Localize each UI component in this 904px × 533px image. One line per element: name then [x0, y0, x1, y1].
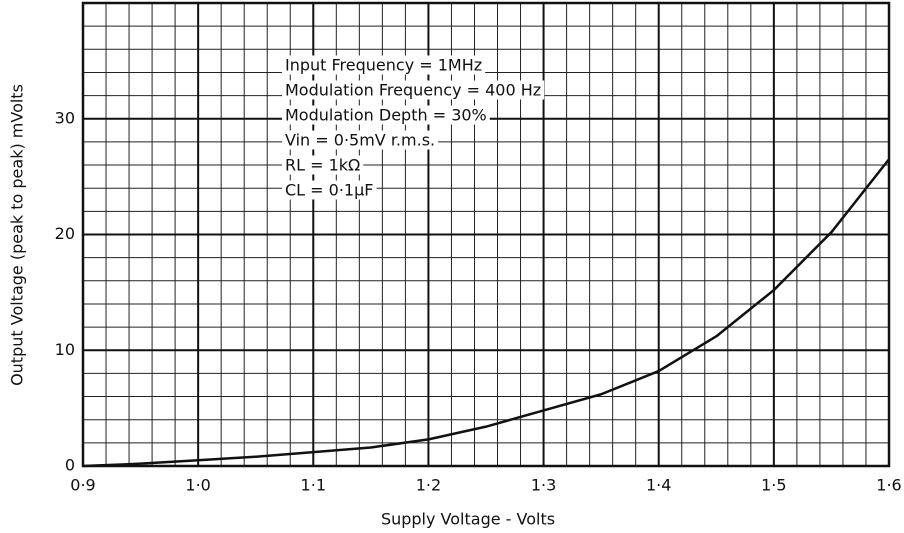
- annotation-background: [282, 55, 486, 75]
- x-tick-label: 1·4: [646, 476, 671, 495]
- annotation: Modulation Depth = 30%: [285, 106, 487, 125]
- x-tick-label: 1·5: [761, 476, 786, 495]
- annotation: Input Frequency = 1MHz: [285, 56, 482, 75]
- annotation: Modulation Frequency = 400 Hz: [285, 81, 541, 100]
- grid: [82, 2, 890, 467]
- data-line: [82, 158, 890, 468]
- x-tick-label: 0·9: [70, 476, 95, 495]
- annotation-background: [282, 180, 377, 200]
- x-axis-label: Supply Voltage - Volts: [381, 510, 555, 529]
- annotation-background: [282, 130, 439, 150]
- annotation-background: [282, 155, 364, 175]
- plot-frame: [81, 1, 891, 468]
- y-axis-label: Output Voltage (peak to peak) mVolts: [8, 84, 27, 386]
- x-tick-label: 1·0: [185, 476, 210, 495]
- y-tick-label: 0: [65, 456, 75, 475]
- x-tick-label: 1·3: [531, 476, 556, 495]
- annotation: RL = 1kΩ: [285, 156, 360, 175]
- annotation-background: [282, 80, 545, 100]
- annotation: CL = 0·1μF: [285, 181, 374, 200]
- x-tick-label: 1·1: [301, 476, 326, 495]
- y-tick-label: 10: [55, 340, 75, 359]
- annotation: Vin = 0·5mV r.m.s.: [285, 131, 435, 150]
- annotation-background: [282, 105, 490, 125]
- y-tick-label: 20: [55, 224, 75, 243]
- y-tick-label: 30: [55, 108, 75, 127]
- x-tick-label: 1·2: [416, 476, 441, 495]
- x-tick-label: 1·6: [876, 476, 901, 495]
